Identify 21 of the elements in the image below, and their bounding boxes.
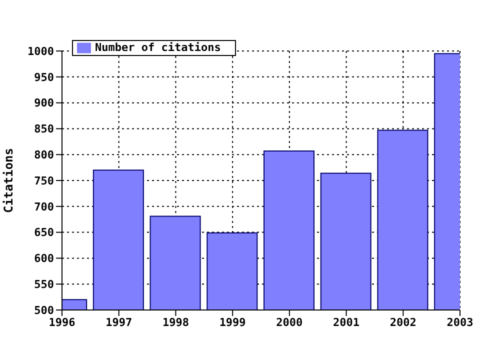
y-tick-label: 600: [34, 252, 54, 266]
y-tick-label: 650: [34, 226, 54, 240]
x-tick-label: 2002: [390, 316, 416, 329]
y-tick-label: 1000: [28, 44, 54, 58]
x-tick-label: 2003: [446, 316, 474, 329]
y-tick-label: 700: [34, 200, 54, 214]
y-tick-label: 500: [34, 304, 54, 317]
x-tick-label: 1998: [162, 316, 189, 329]
y-tick-label: 850: [34, 122, 54, 136]
y-tick-label: 550: [34, 278, 54, 292]
x-tick-label: 2001: [333, 316, 360, 329]
x-tick-label: 1997: [106, 316, 132, 329]
y-axis-title: Citations: [1, 148, 16, 214]
legend-label: Number of citations: [95, 41, 221, 54]
x-tick-label: 2000: [276, 316, 303, 329]
y-tick-label: 950: [34, 70, 54, 84]
y-tick-label: 900: [34, 96, 54, 110]
y-tick-label: 800: [34, 148, 54, 162]
x-tick-label: 1996: [48, 316, 76, 329]
y-tick-label: 750: [34, 174, 54, 188]
x-tick-label: 1999: [219, 316, 246, 329]
